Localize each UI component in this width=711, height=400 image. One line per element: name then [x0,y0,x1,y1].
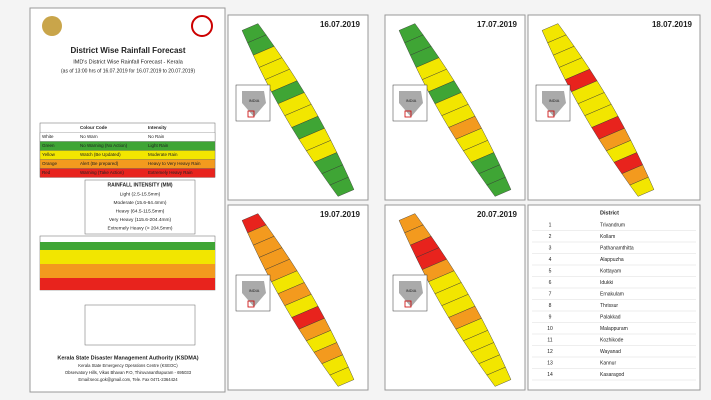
map-date: 16.07.2019 [320,20,361,29]
color-cell: No Warn [80,134,98,139]
color-cell: No Rain [148,134,165,139]
color-cell: Watch (Be Updated) [80,152,121,157]
district-name: Kasaragod [600,372,624,378]
intensity-title: RAINFALL INTENSITY (MM) [107,182,172,188]
color-header: Intensity [148,125,167,130]
district-area [629,176,655,197]
color-cell: Light Rain [148,143,169,148]
district-name: Kollam [600,234,615,240]
inset-marker [547,110,555,118]
map-date: 17.07.2019 [477,20,518,29]
district-number: 2 [549,234,552,240]
district-number: 1 [549,222,552,228]
color-row [39,150,216,160]
district-panel [527,204,701,391]
logo-ksdma [191,15,213,37]
color-cell: Red [42,170,51,175]
color-cell: Heavy to Very Heavy Rain [148,161,201,166]
district-header: District [600,210,619,216]
color-cell: Green [42,143,55,148]
color-header: Colour Code [80,125,107,130]
inset-label: INDIA [249,288,260,293]
intensity-row: Heavy (64.5-115.5mm) [116,208,165,214]
district-area [486,176,512,197]
color-row [39,132,216,142]
district-area [329,176,355,197]
district-number: 4 [549,257,552,263]
district-name: Ernakulam [600,291,624,297]
inset-india [542,91,566,117]
district-number: 14 [547,372,553,378]
subtitle: IMD's District Wise Rainfall Forecast - … [73,59,183,65]
inset-marker [404,110,412,118]
district-number: 5 [549,268,552,274]
color-cell: No Warning (No Action) [80,143,128,148]
district-name: Alappuzha [600,257,624,263]
map-date: 18.07.2019 [652,20,693,29]
map-date: 20.07.2019 [477,210,518,219]
color-cell: Moderate Rain [148,152,178,157]
title: District Wise Rainfall Forecast [70,46,185,55]
inset-label: INDIA [406,288,417,293]
footer-line: Kerala State Emergency Operations Centre… [78,363,178,368]
ml-intensity-table [84,304,196,346]
district-name: Kottayam [600,268,621,274]
district-number: 3 [549,245,552,251]
color-cell: White [42,134,54,139]
district-name: Palakkad [600,314,621,320]
district-name: Kannur [600,360,616,366]
inset-label: INDIA [406,98,417,103]
district-name: Malappuram [600,326,628,332]
ml-row [40,278,215,290]
district-area [329,366,355,387]
district-name: Kozhikode [600,337,624,343]
inset-marker [247,300,255,308]
ml-row [40,250,215,264]
intensity-row: Light (2.5-15.5mm) [120,191,161,197]
district-name: Idukki [600,280,613,286]
district-number: 12 [547,349,553,355]
color-cell: Orange [42,161,58,166]
district-number: 10 [547,326,553,332]
intensity-row: Very Heavy (115.6-204.4mm) [109,217,172,223]
district-name: Pathanamthitta [600,245,634,251]
district-number: 7 [549,291,552,297]
inset-india [399,281,423,307]
footer-org: Kerala State Disaster Management Authori… [57,355,198,361]
district-name: Trivandrum [600,222,625,228]
map-date: 19.07.2019 [320,210,361,219]
color-row [39,168,216,178]
district-number: 13 [547,360,553,366]
ml-row [40,264,215,278]
district-number: 6 [549,280,552,286]
district-name: Wayanad [600,349,621,355]
color-row [39,141,216,151]
inset-marker [404,300,412,308]
district-number: 8 [549,303,552,309]
district-area [486,366,512,387]
footer-line: Email:seoc.gok@gmail.com, Tele. Fax 0471… [78,377,178,382]
district-number: 11 [547,337,552,343]
inset-india [242,91,266,117]
intensity-row: Extremely Heavy (> 204.5mm) [108,225,173,231]
inset-india [242,281,266,307]
period: (as of 13:00 hrs of 16.07.2019 for 16.07… [61,68,195,74]
footer-line: Observatory Hills, Vikas Bhavan P.O, Thi… [65,370,192,375]
intensity-table [84,179,196,235]
ml-row [40,242,215,250]
color-cell: Extremely Heavy Rain [148,170,193,175]
logo-kerala [42,16,62,36]
intensity-row: Moderate (15.6-64.4mm) [113,200,166,206]
district-name: Thrissur [600,303,618,309]
inset-marker [247,110,255,118]
color-cell: Alert (Be prepared) [80,161,119,166]
inset-india [399,91,423,117]
color-cell: Yellow [42,152,56,157]
inset-label: INDIA [249,98,260,103]
color-cell: Warning (Take Action) [80,170,124,175]
inset-label: INDIA [549,98,560,103]
district-number: 9 [549,314,552,320]
